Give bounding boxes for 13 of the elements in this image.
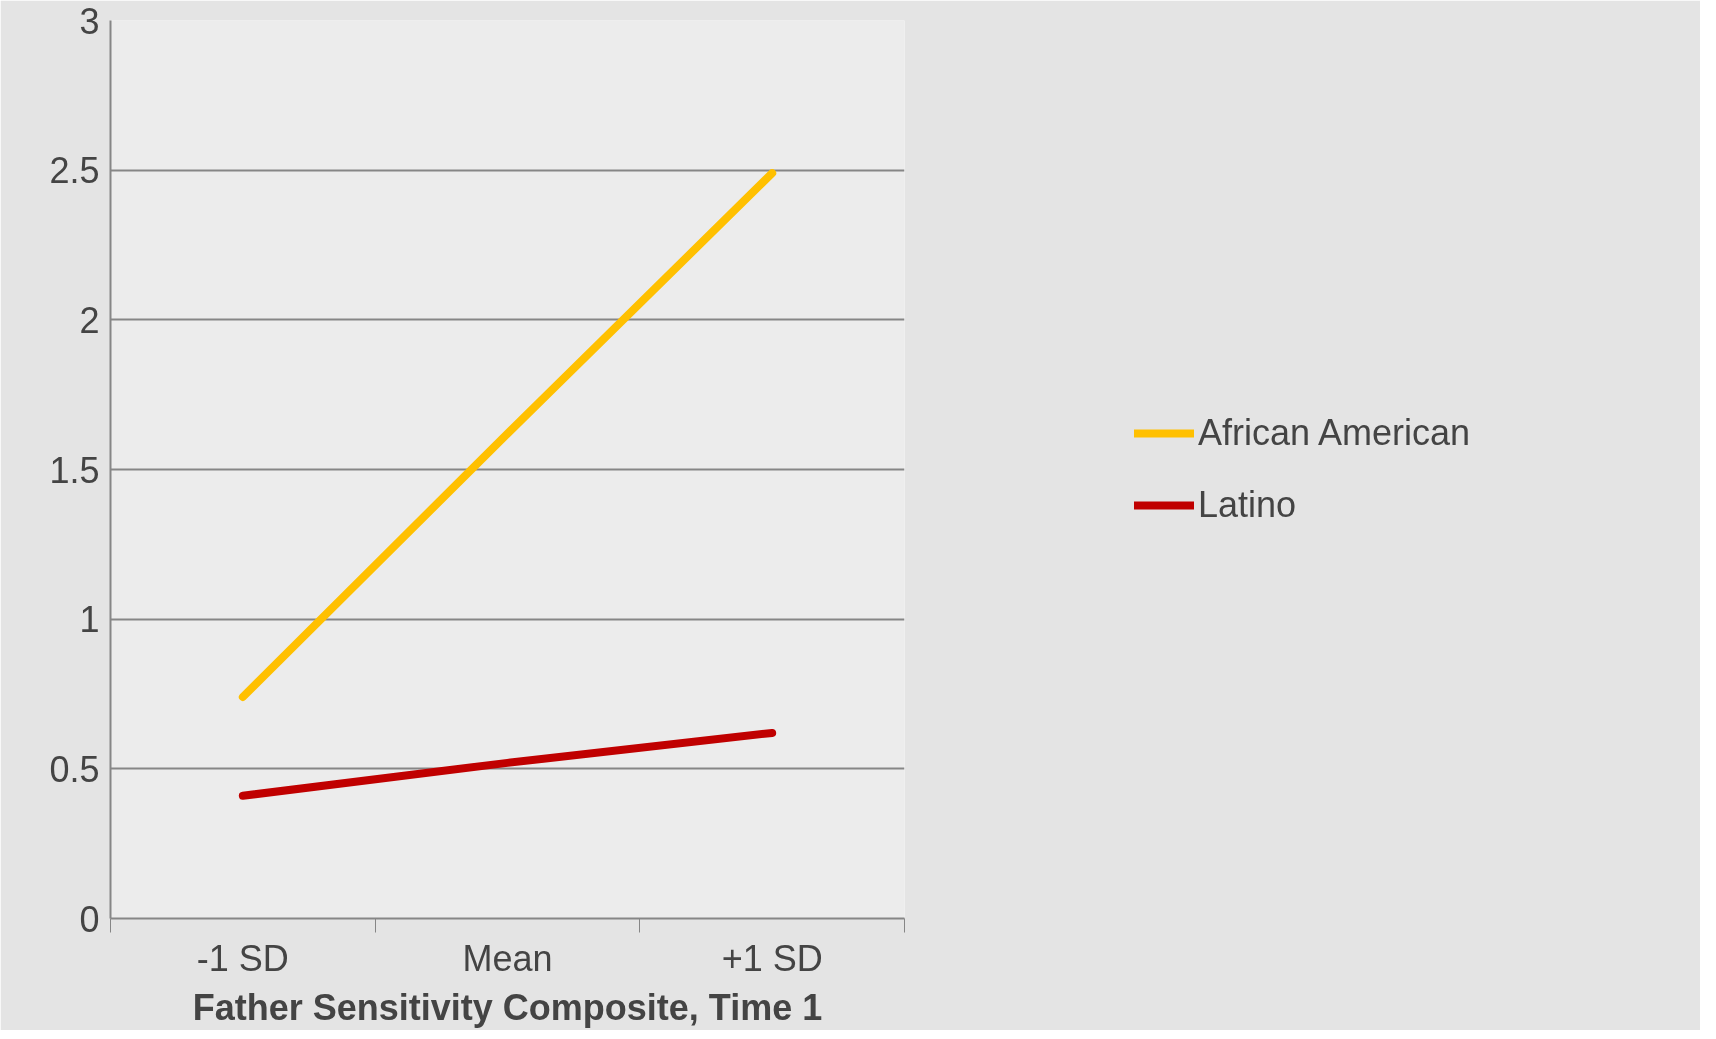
y-tick-label: 0 (79, 898, 100, 940)
x-axis-title: Father Sensitivity Composite, Time 1 (192, 986, 823, 1028)
x-tick-label: +1 SD (721, 937, 823, 979)
x-tick-label: Mean (462, 937, 553, 979)
y-tick-label: 0.5 (49, 748, 100, 790)
y-tick-label: 1 (79, 599, 100, 641)
y-tick-label: 2 (79, 299, 100, 341)
x-tick-label: -1 SD (196, 937, 289, 979)
y-tick-label: 2.5 (49, 150, 100, 192)
legend-label: Latino (1197, 484, 1297, 526)
y-tick-label: 1.5 (49, 449, 100, 491)
legend-label: African American (1197, 412, 1471, 454)
y-tick-label: 3 (79, 0, 100, 42)
